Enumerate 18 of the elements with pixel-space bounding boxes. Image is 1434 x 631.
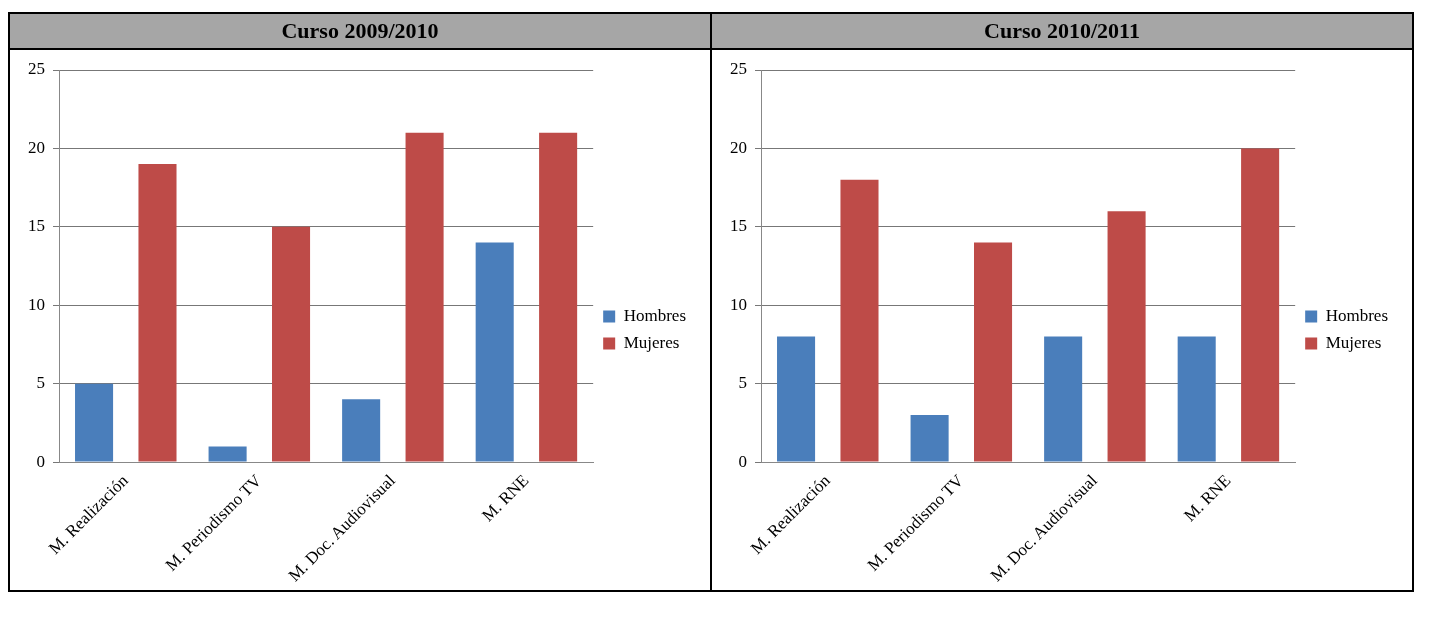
chart-title: Curso 2010/2011 xyxy=(712,12,1412,50)
legend-label: Hombres xyxy=(623,305,687,325)
y-tick-label: 20 xyxy=(730,137,747,157)
y-tick-label: 25 xyxy=(730,59,747,79)
y-tick-label: 10 xyxy=(730,294,747,314)
y-tick-label: 20 xyxy=(28,137,45,157)
y-tick-label: 25 xyxy=(28,59,45,79)
legend-label: Hombres xyxy=(1325,305,1389,325)
y-tick-label: 5 xyxy=(738,373,747,393)
legend-label: Mujeres xyxy=(623,332,680,352)
y-tick-label: 10 xyxy=(28,294,45,314)
y-tick-label: 15 xyxy=(730,216,747,236)
y-tick-label: 0 xyxy=(738,451,747,471)
legend-label: Mujeres xyxy=(1325,332,1382,352)
y-tick-label: 15 xyxy=(28,216,45,236)
y-tick-label: 5 xyxy=(36,373,45,393)
y-tick-label: 0 xyxy=(36,451,45,471)
chart-title: Curso 2009/2010 xyxy=(10,12,710,50)
